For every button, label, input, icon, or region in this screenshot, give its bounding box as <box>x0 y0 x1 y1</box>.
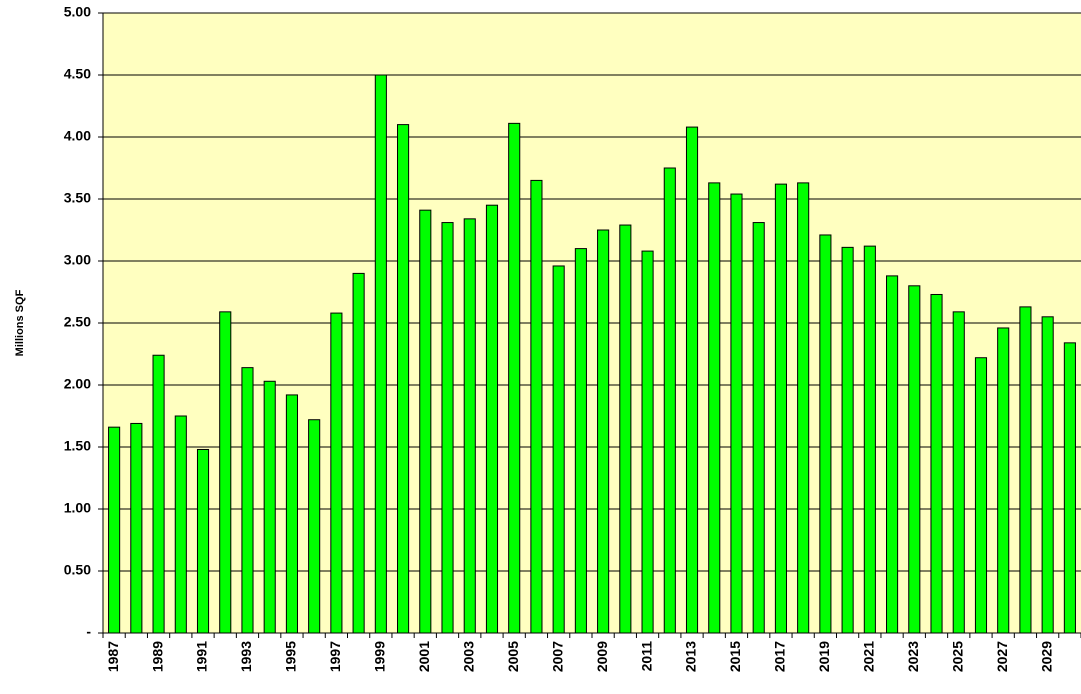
y-tick-label: 3.00 <box>64 252 91 268</box>
x-tick-label: 1989 <box>149 641 165 672</box>
bar <box>219 311 232 634</box>
bar <box>841 246 854 634</box>
x-tick-label: 1991 <box>194 641 210 672</box>
x-tick-label: 2027 <box>994 641 1010 672</box>
x-tick-label: 2005 <box>505 641 521 672</box>
bar <box>196 448 210 634</box>
bar <box>463 218 476 634</box>
x-tick-label: 1995 <box>283 641 299 672</box>
bar <box>597 229 610 634</box>
y-axis-title: Millions SQF <box>14 289 26 356</box>
bar <box>974 357 988 634</box>
bar <box>663 167 676 634</box>
bar <box>574 248 587 634</box>
y-tick-label: 2.50 <box>64 314 91 330</box>
bar <box>241 367 254 634</box>
y-tick-label: 5.00 <box>64 4 91 20</box>
x-tick-label: 2025 <box>949 641 965 672</box>
y-tick-label: 1.00 <box>64 500 91 516</box>
y-tick-label: 4.50 <box>64 66 91 82</box>
bar <box>641 250 654 634</box>
bar <box>174 415 187 634</box>
bar <box>730 193 743 634</box>
y-tick-label: 0.50 <box>64 562 91 578</box>
bar <box>1041 316 1054 634</box>
x-tick-label: 2021 <box>861 641 877 672</box>
bar <box>352 272 365 634</box>
x-tick-label: 2013 <box>683 641 699 672</box>
bar <box>708 182 721 634</box>
y-tick-label: 2.00 <box>64 376 91 392</box>
bar <box>508 122 521 634</box>
bar <box>419 209 432 634</box>
bar <box>263 380 276 634</box>
x-tick-label: 1999 <box>372 641 388 672</box>
bar <box>930 293 943 634</box>
bar <box>152 354 165 634</box>
x-tick-label: 2023 <box>905 641 921 672</box>
y-tick-label: 3.50 <box>64 190 91 206</box>
x-tick-label: 1987 <box>105 641 121 672</box>
bar <box>752 222 765 634</box>
x-tick-label: 2019 <box>816 641 832 672</box>
x-tick-label: 1997 <box>327 641 343 672</box>
x-tick-label: 2003 <box>460 641 476 672</box>
bar <box>552 265 565 634</box>
bar <box>308 419 321 634</box>
x-tick-label: 1993 <box>238 641 254 672</box>
x-tick-label: 2029 <box>1038 641 1054 672</box>
x-tick-label: 2015 <box>727 641 743 672</box>
bar <box>530 179 543 634</box>
bar <box>797 182 810 634</box>
y-tick-label: - <box>86 624 91 640</box>
bar <box>397 124 410 634</box>
bar <box>374 74 387 634</box>
bar <box>908 285 921 634</box>
bar <box>441 222 454 634</box>
bar <box>130 422 143 634</box>
x-tick-label: 2001 <box>416 641 432 672</box>
bar <box>886 275 899 634</box>
bar <box>485 204 499 634</box>
bar <box>330 312 343 634</box>
bar <box>685 126 699 634</box>
x-tick-label: 2017 <box>772 641 788 672</box>
y-tick-label: 4.00 <box>64 128 91 144</box>
y-tick-label: 1.50 <box>64 438 91 454</box>
bar <box>1019 306 1032 634</box>
bar <box>285 394 298 634</box>
bar <box>774 183 787 634</box>
bar <box>619 224 632 634</box>
bar <box>997 327 1010 634</box>
x-tick-label: 2011 <box>638 641 654 672</box>
bar <box>819 234 832 634</box>
bar <box>863 245 876 634</box>
x-tick-label: 2009 <box>594 641 610 672</box>
bar <box>108 426 121 634</box>
x-tick-label: 2007 <box>549 641 565 672</box>
bar <box>1063 342 1076 634</box>
bar <box>952 311 965 634</box>
